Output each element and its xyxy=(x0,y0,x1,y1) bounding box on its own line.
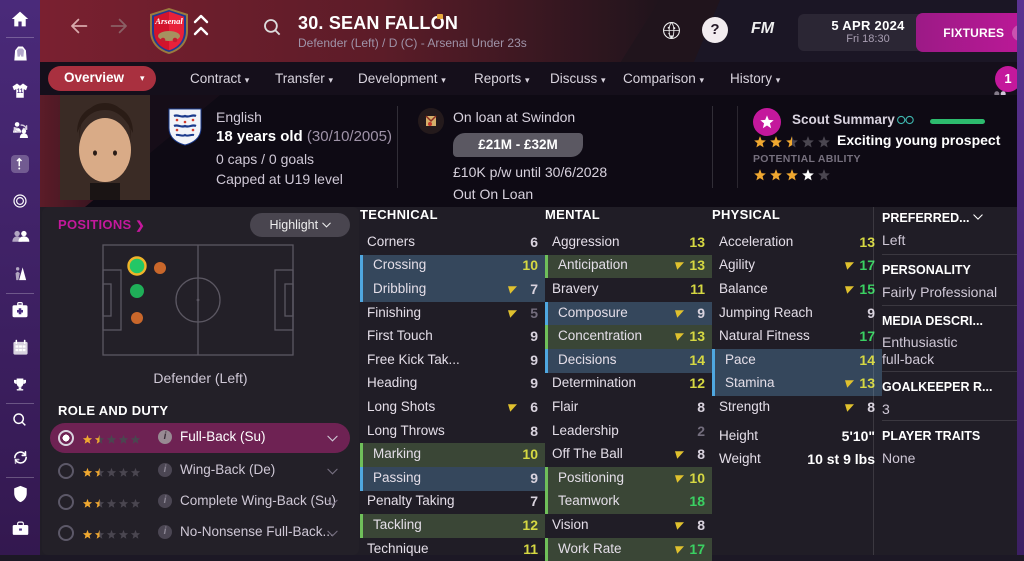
svg-text:Arsenal: Arsenal xyxy=(154,16,183,26)
